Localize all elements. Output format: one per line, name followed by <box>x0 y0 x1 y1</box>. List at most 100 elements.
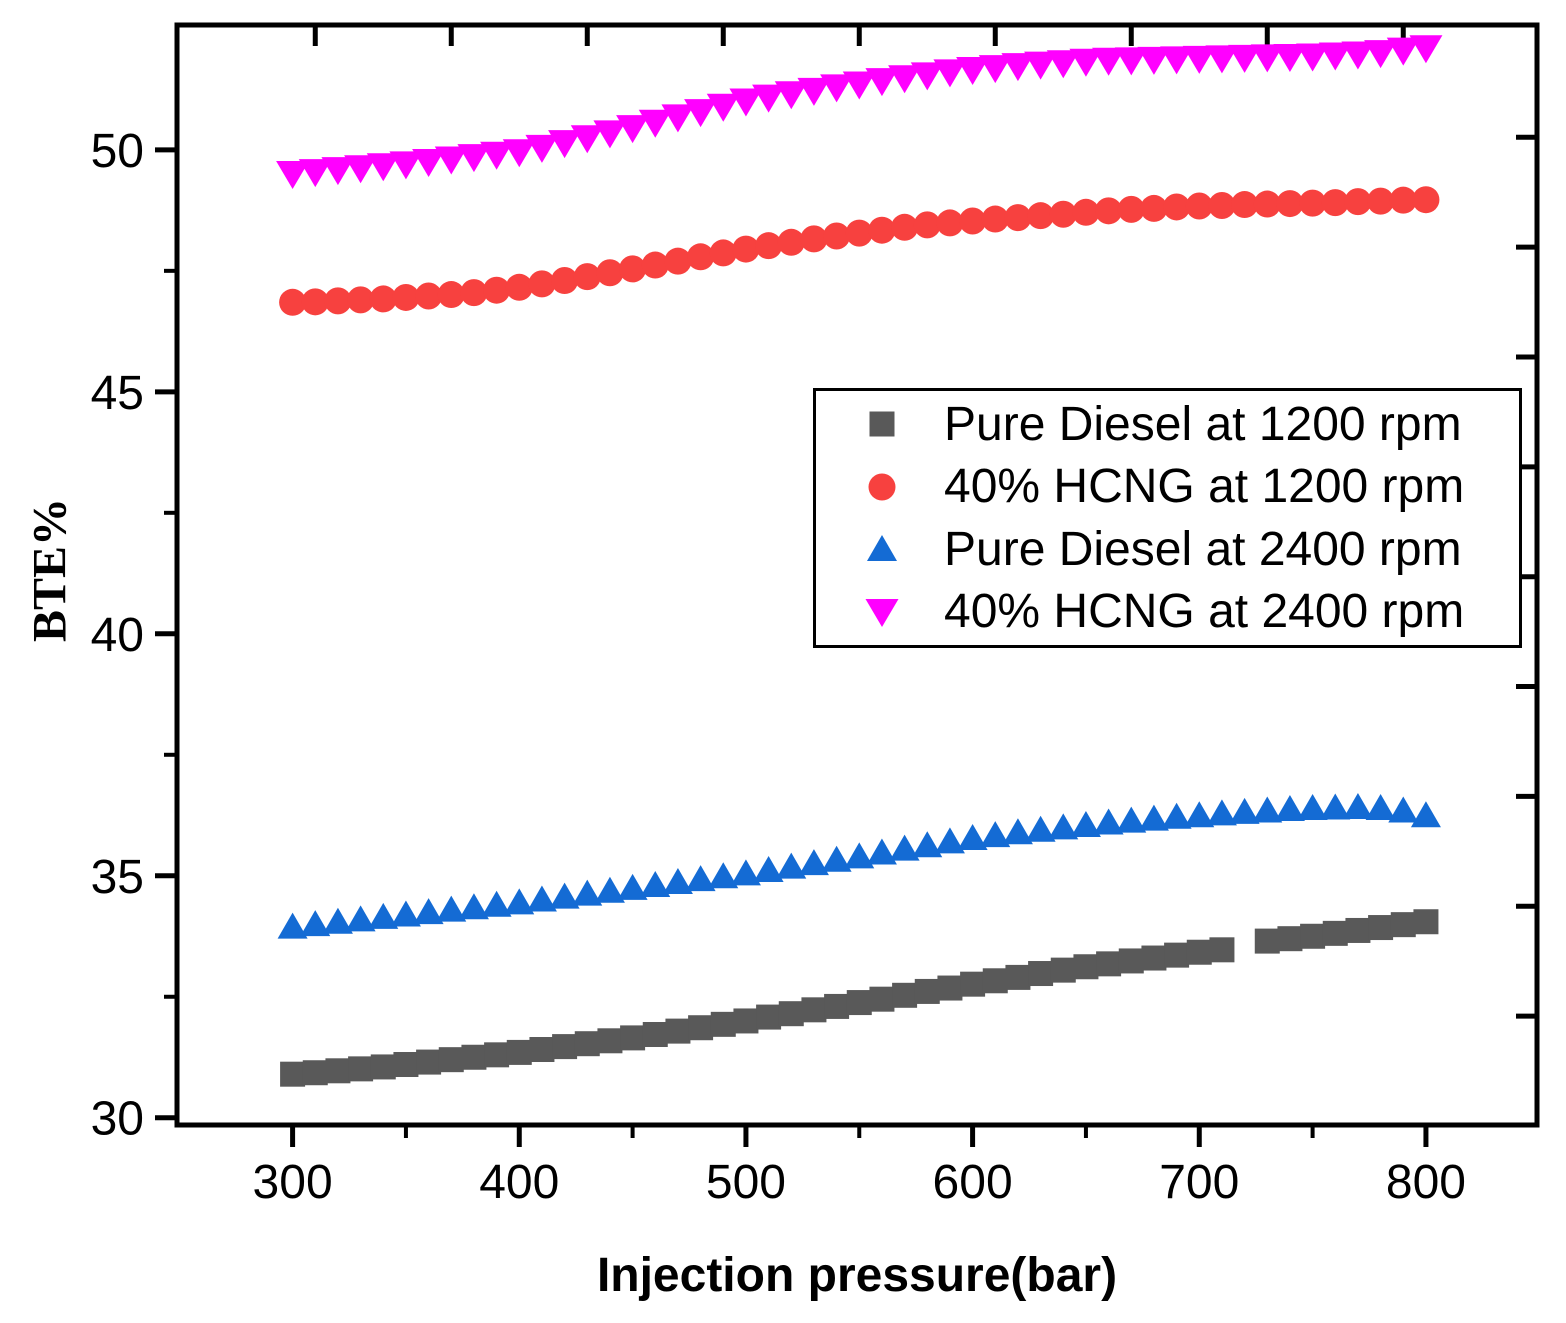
data-point-square <box>778 1001 804 1027</box>
data-point-triangle-up <box>1297 794 1328 821</box>
data-point-square <box>620 1025 646 1051</box>
data-point-square <box>416 1049 442 1075</box>
data-point-triangle-up <box>617 873 648 900</box>
data-point-circle <box>324 287 352 315</box>
x-tick-label: 400 <box>479 1156 559 1209</box>
data-point-circle <box>279 288 307 316</box>
data-point-circle <box>1321 189 1349 217</box>
data-point-circle <box>868 216 896 244</box>
data-point-triangle-up <box>934 827 965 854</box>
data-point-triangle-up <box>1342 793 1373 820</box>
data-point-triangle-up <box>1252 796 1283 823</box>
data-point-triangle-up <box>413 898 444 925</box>
data-point-triangle-down <box>298 159 332 188</box>
data-point-circle <box>551 267 579 295</box>
y-tick-label: 50 <box>91 125 144 178</box>
data-point-circle <box>1072 198 1100 226</box>
legend-item-label: 40% HCNG at 2400 rpm <box>944 585 1465 639</box>
data-point-square <box>733 1008 759 1034</box>
data-point-triangle-up <box>753 855 784 882</box>
data-point-triangle-down <box>933 59 967 88</box>
data-point-square <box>937 975 963 1001</box>
data-point-square <box>1141 945 1167 971</box>
data-point-circle <box>1117 195 1145 223</box>
data-point-circle <box>1231 191 1259 219</box>
data-point-circle <box>755 232 783 260</box>
data-point-triangle-up <box>708 862 739 889</box>
data-point-triangle-up <box>1229 797 1260 824</box>
series-pure-diesel-at-1200-rpm <box>280 909 1439 1087</box>
data-point-triangle-up <box>458 893 489 920</box>
data-point-square <box>302 1060 328 1086</box>
data-point-circle <box>1276 190 1304 218</box>
data-point-square <box>1277 926 1303 952</box>
data-point-triangle-up <box>368 902 399 929</box>
data-point-square <box>370 1054 396 1080</box>
data-point-triangle-up <box>481 890 512 917</box>
data-point-triangle-up <box>526 885 557 912</box>
data-point-square <box>1073 954 1099 980</box>
data-point-circle <box>1140 194 1168 222</box>
data-point-circle <box>483 276 511 304</box>
data-point-triangle-down <box>1182 45 1216 74</box>
data-point-triangle-down <box>820 74 854 103</box>
data-point-triangle-down <box>1137 46 1171 75</box>
data-point-triangle-up <box>504 888 535 915</box>
data-point-square <box>1368 915 1394 941</box>
y-axis-right <box>1516 134 1535 1019</box>
data-point-square <box>280 1061 306 1087</box>
data-point-circle <box>619 255 647 283</box>
data-point-circle <box>505 273 533 301</box>
data-point-square <box>688 1015 714 1041</box>
legend-item: Pure Diesel at 1200 rpm <box>816 393 1519 455</box>
data-point-circle <box>437 281 465 309</box>
data-point-triangle-up <box>730 859 761 886</box>
data-point-triangle-down <box>865 68 899 97</box>
data-point-square <box>642 1022 668 1048</box>
data-point-triangle-up <box>322 907 353 934</box>
data-point-square <box>914 978 940 1004</box>
data-point-circle <box>460 279 488 307</box>
data-point-triangle-up <box>889 834 920 861</box>
legend-item: Pure Diesel at 2400 rpm <box>816 518 1519 580</box>
data-point-circle <box>936 209 964 237</box>
y-tick-label: 35 <box>91 851 144 904</box>
x-tick-label: 300 <box>253 1156 333 1209</box>
data-point-circle <box>392 283 420 311</box>
data-point-triangle-up <box>1138 804 1169 831</box>
legend-item-label: Pure Diesel at 1200 rpm <box>944 397 1462 451</box>
data-point-square <box>1050 957 1076 983</box>
series-pure-diesel-at-2400-rpm <box>277 793 1441 939</box>
data-point-square <box>1209 937 1235 963</box>
data-point-triangle-down <box>412 148 446 177</box>
data-point-square <box>1254 928 1280 954</box>
data-point-circle <box>664 247 692 275</box>
data-point-square <box>1118 948 1144 974</box>
data-point-triangle-down <box>1114 47 1148 76</box>
data-point-circle <box>777 228 805 256</box>
data-point-triangle-up <box>957 824 988 851</box>
data-point-square <box>325 1058 351 1084</box>
data-point-circle <box>596 259 624 287</box>
data-point-triangle-down <box>752 84 786 113</box>
data-point-triangle-down <box>865 598 899 627</box>
data-point-square <box>1345 917 1371 943</box>
data-point-circle <box>687 243 715 271</box>
data-point-triangle-up <box>345 905 376 932</box>
data-point-triangle-down <box>706 93 740 122</box>
data-point-triangle-down <box>910 62 944 91</box>
x-axis-title: Injection pressure(bar) <box>596 1249 1118 1302</box>
data-point-triangle-up <box>980 821 1011 848</box>
y-axis-left: 30 35 40 45 50 <box>91 125 175 1146</box>
data-point-square <box>960 971 986 997</box>
data-point-triangle-up <box>1410 801 1441 828</box>
series-40-hcng-at-1200-rpm <box>279 186 1440 316</box>
data-point-triangle-down <box>1341 41 1375 70</box>
data-point-triangle-down <box>1001 53 1035 82</box>
data-point-triangle-down <box>389 151 423 180</box>
data-point-triangle-up <box>1002 818 1033 845</box>
data-point-circle <box>573 263 601 291</box>
data-point-triangle-down <box>1160 46 1194 75</box>
